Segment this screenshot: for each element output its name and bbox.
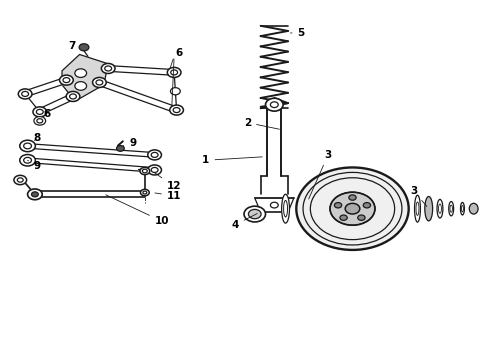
Circle shape bbox=[170, 105, 183, 115]
Circle shape bbox=[141, 189, 149, 196]
Circle shape bbox=[171, 87, 180, 95]
Text: 5: 5 bbox=[291, 28, 305, 38]
Circle shape bbox=[345, 203, 360, 214]
Circle shape bbox=[75, 82, 87, 90]
Circle shape bbox=[167, 67, 181, 77]
Circle shape bbox=[33, 107, 47, 117]
Text: 2: 2 bbox=[244, 118, 279, 129]
Circle shape bbox=[14, 175, 26, 185]
Circle shape bbox=[60, 75, 73, 85]
Circle shape bbox=[296, 167, 409, 250]
Ellipse shape bbox=[469, 203, 478, 214]
Circle shape bbox=[148, 150, 161, 160]
Text: 12: 12 bbox=[154, 173, 181, 192]
Circle shape bbox=[93, 77, 106, 87]
Circle shape bbox=[358, 215, 365, 220]
Circle shape bbox=[75, 69, 87, 77]
Text: 10: 10 bbox=[106, 195, 169, 226]
Ellipse shape bbox=[425, 197, 433, 221]
Polygon shape bbox=[108, 66, 174, 75]
Polygon shape bbox=[24, 77, 68, 96]
Circle shape bbox=[20, 140, 35, 152]
Circle shape bbox=[117, 145, 124, 151]
Circle shape bbox=[334, 203, 342, 208]
Circle shape bbox=[31, 192, 38, 197]
Text: 6: 6 bbox=[44, 109, 51, 119]
Ellipse shape bbox=[282, 194, 290, 223]
Circle shape bbox=[330, 192, 375, 225]
Circle shape bbox=[20, 154, 35, 166]
Circle shape bbox=[66, 91, 80, 102]
Polygon shape bbox=[62, 54, 108, 101]
Polygon shape bbox=[27, 144, 155, 157]
Circle shape bbox=[79, 44, 89, 51]
Circle shape bbox=[101, 63, 115, 73]
Circle shape bbox=[148, 165, 161, 175]
Circle shape bbox=[340, 215, 347, 220]
Circle shape bbox=[248, 210, 261, 219]
Text: 8: 8 bbox=[34, 134, 41, 143]
Polygon shape bbox=[27, 158, 155, 172]
Text: 3: 3 bbox=[309, 150, 332, 199]
Circle shape bbox=[363, 203, 370, 208]
Polygon shape bbox=[38, 94, 75, 114]
Circle shape bbox=[140, 167, 150, 175]
Circle shape bbox=[349, 195, 356, 200]
Circle shape bbox=[270, 202, 278, 208]
Circle shape bbox=[27, 189, 42, 200]
Text: 7: 7 bbox=[68, 41, 81, 50]
Text: 9: 9 bbox=[27, 160, 41, 171]
Text: 6: 6 bbox=[175, 48, 183, 58]
Text: 1: 1 bbox=[202, 155, 262, 165]
Circle shape bbox=[266, 98, 283, 111]
Text: 3: 3 bbox=[410, 186, 427, 207]
Circle shape bbox=[18, 89, 32, 99]
Text: 9: 9 bbox=[123, 138, 136, 148]
Polygon shape bbox=[98, 80, 178, 113]
Circle shape bbox=[244, 206, 266, 222]
Text: 4: 4 bbox=[232, 213, 257, 230]
Circle shape bbox=[34, 117, 46, 125]
Text: 11: 11 bbox=[155, 191, 181, 201]
